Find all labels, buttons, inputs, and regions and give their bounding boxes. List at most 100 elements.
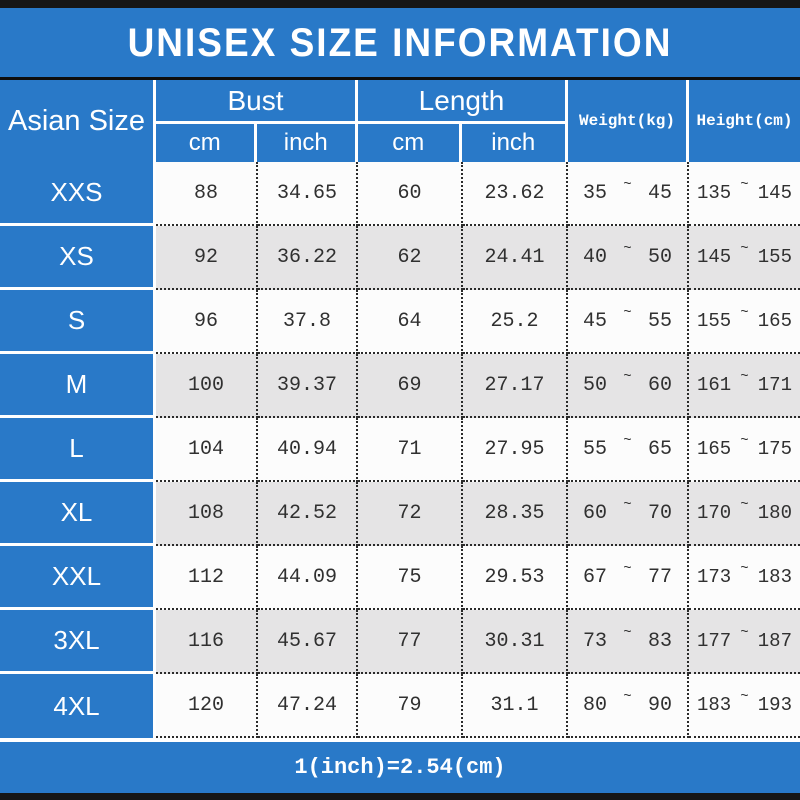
tilde-glyph: ~: [740, 241, 749, 257]
table-row: 4XL 120 47.24 79 31.1 80 ~ 90 183 ~ 193: [0, 674, 800, 738]
tilde-glyph: ~: [623, 497, 632, 513]
weight-max: 77: [647, 565, 672, 589]
header-height: Height(cm): [696, 112, 793, 130]
height-range-cell: 155 ~ 165: [689, 290, 800, 354]
height-max: 145: [757, 182, 792, 204]
tilde-glyph: ~: [740, 433, 749, 449]
weight-max: 90: [647, 693, 672, 717]
length-inch-cell: 28.35: [463, 482, 568, 546]
length-cm-cell: 79: [358, 674, 463, 738]
height-min: 177: [697, 630, 732, 652]
bust-cm-cell: 92: [156, 226, 258, 290]
bust-inch-cell: 44.09: [258, 546, 358, 610]
header-asian-size: Asian Size: [0, 80, 156, 162]
height-range-cell: 183 ~ 193: [689, 674, 800, 738]
size-label-cell: XXS: [0, 162, 156, 226]
footer-gap: [0, 738, 800, 742]
size-label-cell: 4XL: [0, 674, 156, 738]
weight-max: 65: [647, 437, 672, 461]
weight-range-cell: 35 ~ 45: [568, 162, 689, 226]
weight-range-cell: 67 ~ 77: [568, 546, 689, 610]
tilde-glyph: ~: [623, 177, 632, 193]
size-label-cell: 3XL: [0, 610, 156, 674]
size-label-cell: M: [0, 354, 156, 418]
weight-range-cell: 50 ~ 60: [568, 354, 689, 418]
tilde-glyph: ~: [740, 497, 749, 513]
bust-cm-cell: 100: [156, 354, 258, 418]
height-range-cell: 177 ~ 187: [689, 610, 800, 674]
header-weight: Weight(kg): [568, 80, 689, 162]
table-row: XXL 112 44.09 75 29.53 67 ~ 77 173 ~ 183: [0, 546, 800, 610]
top-frame-bar: [0, 0, 800, 8]
height-max: 155: [757, 246, 792, 268]
height-min: 165: [697, 438, 732, 460]
length-cm-cell: 77: [358, 610, 463, 674]
height-range-cell: 145 ~ 155: [689, 226, 800, 290]
tilde-glyph: ~: [623, 369, 632, 385]
length-inch-cell: 23.62: [463, 162, 568, 226]
tilde-glyph: ~: [623, 433, 632, 449]
bust-cm-cell: 116: [156, 610, 258, 674]
table-header: Asian Size Bust cm inch Length cm inch W…: [0, 80, 800, 162]
weight-min: 50: [583, 373, 608, 397]
table-row: 3XL 116 45.67 77 30.31 73 ~ 83 177 ~ 187: [0, 610, 800, 674]
header-bust-cm: cm: [156, 124, 257, 162]
tilde-glyph: ~: [740, 177, 749, 193]
tilde-glyph: ~: [623, 689, 632, 705]
size-label-cell: XXL: [0, 546, 156, 610]
weight-range-cell: 73 ~ 83: [568, 610, 689, 674]
bust-inch-cell: 36.22: [258, 226, 358, 290]
weight-max: 55: [647, 309, 672, 333]
height-min: 155: [697, 310, 732, 332]
weight-min: 60: [583, 501, 608, 525]
bottom-frame-bar: [0, 793, 800, 800]
length-cm-cell: 69: [358, 354, 463, 418]
bust-inch-cell: 47.24: [258, 674, 358, 738]
weight-range-cell: 55 ~ 65: [568, 418, 689, 482]
weight-max: 60: [647, 373, 672, 397]
weight-range-cell: 60 ~ 70: [568, 482, 689, 546]
length-cm-cell: 71: [358, 418, 463, 482]
bust-cm-cell: 108: [156, 482, 258, 546]
size-label-cell: S: [0, 290, 156, 354]
bust-inch-cell: 34.65: [258, 162, 358, 226]
bust-inch-cell: 42.52: [258, 482, 358, 546]
length-cm-cell: 72: [358, 482, 463, 546]
length-cm-cell: 62: [358, 226, 463, 290]
length-inch-cell: 30.31: [463, 610, 568, 674]
weight-max: 83: [647, 629, 672, 653]
tilde-glyph: ~: [623, 561, 632, 577]
page-title: UNISEX SIZE INFORMATION: [127, 19, 673, 65]
tilde-glyph: ~: [623, 625, 632, 641]
tilde-glyph: ~: [740, 369, 749, 385]
weight-max: 45: [647, 181, 672, 205]
footer-band: 1(inch)=2.54(cm): [0, 742, 800, 793]
length-inch-cell: 27.95: [463, 418, 568, 482]
weight-max: 50: [647, 245, 672, 269]
table-row: L 104 40.94 71 27.95 55 ~ 65 165 ~ 175: [0, 418, 800, 482]
table-row: S 96 37.8 64 25.2 45 ~ 55 155 ~ 165: [0, 290, 800, 354]
height-min: 170: [697, 502, 732, 524]
weight-range-cell: 40 ~ 50: [568, 226, 689, 290]
weight-range-cell: 80 ~ 90: [568, 674, 689, 738]
table-row: XS 92 36.22 62 24.41 40 ~ 50 145 ~ 155: [0, 226, 800, 290]
weight-min: 80: [583, 693, 608, 717]
tilde-glyph: ~: [740, 625, 749, 641]
title-band: UNISEX SIZE INFORMATION: [0, 8, 800, 77]
header-length-cm: cm: [358, 124, 462, 162]
bust-cm-cell: 120: [156, 674, 258, 738]
tilde-glyph: ~: [740, 561, 749, 577]
weight-min: 45: [583, 309, 608, 333]
height-max: 187: [757, 630, 792, 652]
header-bust-label: Bust: [156, 80, 355, 124]
length-cm-cell: 75: [358, 546, 463, 610]
tilde-glyph: ~: [623, 305, 632, 321]
height-range-cell: 165 ~ 175: [689, 418, 800, 482]
length-inch-cell: 24.41: [463, 226, 568, 290]
bust-inch-cell: 40.94: [258, 418, 358, 482]
height-min: 173: [697, 566, 732, 588]
height-range-cell: 161 ~ 171: [689, 354, 800, 418]
weight-min: 73: [583, 629, 608, 653]
table-body: XXS 88 34.65 60 23.62 35 ~ 45 135 ~ 145 …: [0, 162, 800, 738]
